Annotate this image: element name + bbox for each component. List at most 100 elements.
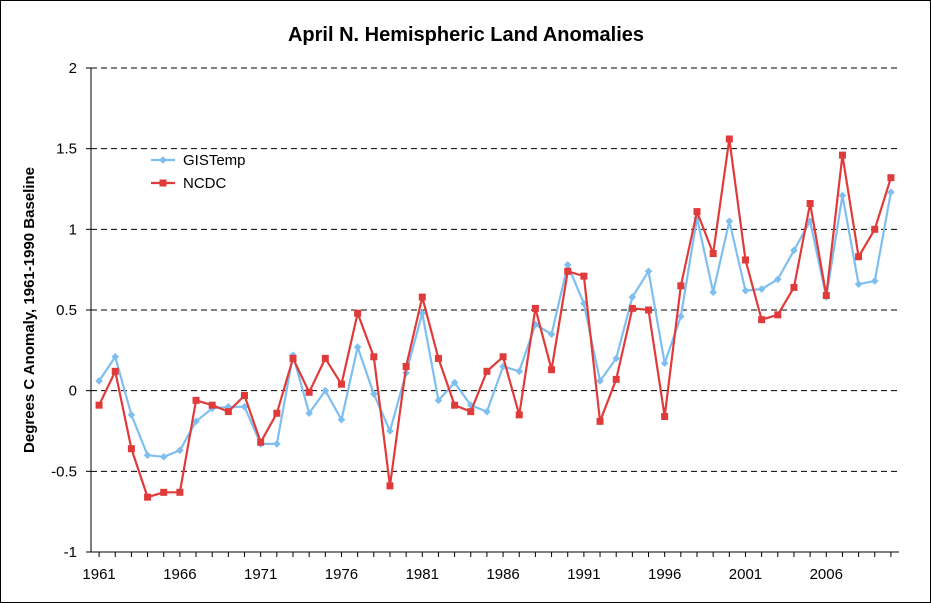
data-point-ncdc — [176, 488, 184, 496]
data-point-ncdc — [806, 200, 814, 208]
data-point-gistemp — [321, 386, 330, 395]
legend-label-ncdc: NCDC — [183, 175, 226, 192]
data-point-gistemp — [774, 275, 782, 284]
x-tick-label: 1986 — [486, 566, 519, 583]
data-point-gistemp — [515, 367, 524, 376]
data-point-gistemp — [418, 309, 427, 318]
data-point-gistemp — [806, 217, 814, 226]
data-point-gistemp — [741, 286, 750, 295]
data-point-ncdc — [677, 282, 685, 290]
data-point-ncdc — [402, 362, 410, 370]
data-point-ncdc — [208, 401, 216, 409]
data-point-ncdc — [321, 354, 329, 362]
data-point-gistemp — [483, 407, 491, 416]
data-point-ncdc — [693, 208, 701, 216]
x-tick-label: 1991 — [567, 566, 600, 583]
y-axis-ticks: -1 -0.5 0 0.5 1 1.5 2 — [51, 60, 91, 561]
data-point-gistemp — [127, 411, 136, 419]
data-point-gistemp — [693, 214, 701, 222]
data-point-gistemp — [434, 396, 443, 405]
y-tick-label: 0 — [69, 383, 77, 400]
data-point-ncdc — [548, 366, 556, 374]
data-point-ncdc — [127, 445, 135, 453]
y-tick-label: 2 — [69, 60, 77, 77]
data-point-ncdc — [289, 354, 297, 362]
x-tick-label: 2006 — [810, 566, 843, 583]
data-point-gistemp — [111, 352, 120, 361]
y-tick-label: 1 — [69, 221, 77, 238]
data-point-gistemp — [224, 403, 233, 411]
data-point-ncdc — [467, 408, 475, 416]
y-tick-label: -0.5 — [51, 463, 77, 480]
x-axis-ticks: 1961 1966 1971 1976 1981 1986 1991 1996 2001 2006 — [82, 552, 892, 583]
data-point-gistemp — [159, 453, 168, 461]
legend: GISTemp NCDC — [151, 152, 246, 192]
data-point-ncdc — [305, 388, 313, 396]
data-point-ncdc — [418, 293, 426, 301]
x-tick-label: 1971 — [244, 566, 277, 583]
data-point-ncdc — [628, 304, 636, 312]
data-point-ncdc — [564, 267, 572, 275]
data-point-ncdc — [241, 392, 249, 400]
y-axis-label: Degrees C Anomaly, 1961-1990 Baseline — [21, 167, 38, 453]
data-point-ncdc — [257, 438, 265, 446]
data-point-ncdc — [580, 272, 588, 280]
series-layer — [95, 135, 895, 501]
data-point-gistemp — [499, 362, 507, 371]
y-tick-label: 0.5 — [56, 302, 77, 319]
data-point-ncdc — [612, 375, 620, 383]
data-point-gistemp — [870, 277, 879, 285]
legend-label-gistemp: GISTemp — [183, 152, 246, 169]
data-point-gistemp — [725, 217, 734, 226]
data-point-gistemp — [143, 451, 152, 459]
data-point-ncdc — [774, 311, 782, 319]
data-point-gistemp — [305, 409, 313, 418]
data-point-gistemp — [628, 293, 637, 301]
data-point-ncdc — [871, 225, 879, 233]
data-point-ncdc — [95, 401, 103, 409]
x-tick-label: 1996 — [648, 566, 681, 583]
data-point-ncdc — [160, 488, 168, 496]
data-point-gistemp — [563, 261, 572, 269]
data-point-gistemp — [838, 191, 847, 200]
data-point-ncdc — [596, 417, 604, 425]
x-tick-label: 2001 — [729, 566, 762, 583]
data-point-ncdc — [434, 354, 442, 362]
data-point-gistemp — [790, 246, 798, 255]
data-point-gistemp — [370, 390, 378, 398]
data-point-gistemp — [887, 188, 895, 197]
data-point-ncdc — [386, 482, 394, 490]
data-point-gistemp — [757, 285, 766, 293]
data-point-ncdc — [515, 411, 523, 419]
x-tick-label: 1966 — [163, 566, 196, 583]
data-point-ncdc — [741, 256, 749, 264]
x-tick-label: 1981 — [406, 566, 439, 583]
data-point-gistemp — [337, 415, 346, 424]
data-point-gistemp — [677, 312, 685, 321]
data-point-ncdc — [725, 135, 733, 143]
data-point-gistemp — [580, 299, 588, 308]
data-point-ncdc — [531, 304, 539, 312]
legend-marker-ncdc — [159, 179, 167, 187]
data-point-ncdc — [483, 367, 491, 375]
data-point-gistemp — [644, 267, 653, 276]
data-point-gistemp — [709, 288, 717, 297]
data-point-ncdc — [855, 253, 863, 261]
data-point-ncdc — [790, 283, 798, 291]
y-tick-label: -1 — [64, 544, 77, 561]
x-tick-label: 1961 — [82, 566, 115, 583]
data-point-gistemp — [547, 330, 556, 338]
data-point-ncdc — [838, 151, 846, 159]
data-point-gistemp — [386, 427, 394, 435]
data-point-ncdc — [451, 401, 459, 409]
data-point-gistemp — [450, 378, 459, 387]
data-point-ncdc — [337, 380, 345, 388]
data-point-gistemp — [95, 377, 103, 385]
data-point-ncdc — [709, 250, 717, 258]
data-point-ncdc — [224, 408, 232, 416]
data-point-gistemp — [612, 354, 620, 363]
data-point-ncdc — [273, 409, 281, 417]
data-point-gistemp — [273, 440, 281, 448]
